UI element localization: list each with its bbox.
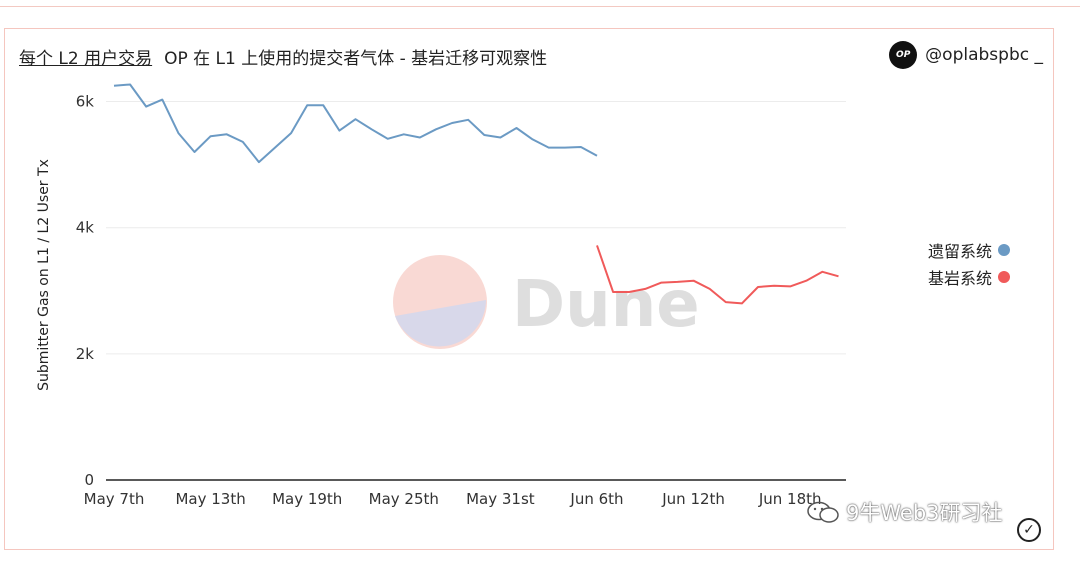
- op-logo-icon: OP: [889, 41, 918, 69]
- chart-legend: 遗留系统 基岩系统: [928, 236, 1011, 290]
- chart-header: 每个 L2 用户交易 OP 在 L1 上使用的提交者气体 - 基岩迁移可观察性: [19, 43, 547, 69]
- series-line-0: [113, 83, 598, 164]
- dune-watermark: Dune: [393, 255, 700, 349]
- dune-logo-shade: [395, 300, 486, 347]
- x-tick-label: May 31st: [466, 490, 535, 508]
- x-tick-label: May 7th: [84, 490, 145, 508]
- chart-panel: 每个 L2 用户交易 OP 在 L1 上使用的提交者气体 - 基岩迁移可观察性 …: [4, 28, 1054, 550]
- check-circle-icon[interactable]: ✓: [1017, 518, 1041, 542]
- wechat-watermark: 9牛Web3研习社: [806, 497, 1003, 527]
- wechat-icon: [807, 501, 839, 523]
- y-tick-label: 2k: [76, 345, 95, 363]
- top-strip: [0, 0, 1080, 7]
- dune-watermark-text: Dune: [512, 268, 700, 342]
- legend-item-legacy[interactable]: 遗留系统: [928, 236, 1011, 263]
- series-line-1: [596, 245, 839, 305]
- y-tick-label: 0: [84, 471, 94, 489]
- author-name[interactable]: @oplabspbc _: [925, 45, 1043, 65]
- author-badge[interactable]: OP @oplabspbc _: [889, 41, 1043, 69]
- x-tick-label: May 13th: [175, 490, 245, 508]
- x-tick-label: Jun 18th: [758, 490, 822, 508]
- x-tick-label: Jun 6th: [569, 490, 623, 508]
- legend-label-bedrock: 基岩系统: [928, 268, 993, 288]
- x-tick-label: May 19th: [272, 490, 342, 508]
- chart-subtitle: OP 在 L1 上使用的提交者气体 - 基岩迁移可观察性: [164, 48, 548, 69]
- query-title-link[interactable]: 每个 L2 用户交易: [19, 48, 153, 69]
- y-axis-label: Submitter Gas on L1 / L2 User Tx: [36, 159, 52, 391]
- y-tick-label: 4k: [76, 219, 95, 237]
- x-tick-label: Jun 12th: [661, 490, 725, 508]
- x-tick-label: May 25th: [369, 490, 439, 508]
- legend-item-bedrock[interactable]: 基岩系统: [928, 263, 1011, 290]
- legend-label-legacy: 遗留系统: [928, 241, 993, 261]
- watermark-text: 9牛Web3研习社: [846, 501, 1003, 525]
- y-tick-label: 6k: [76, 93, 95, 111]
- legend-dot-legacy: [998, 243, 1011, 256]
- legend-dot-bedrock: [998, 270, 1011, 283]
